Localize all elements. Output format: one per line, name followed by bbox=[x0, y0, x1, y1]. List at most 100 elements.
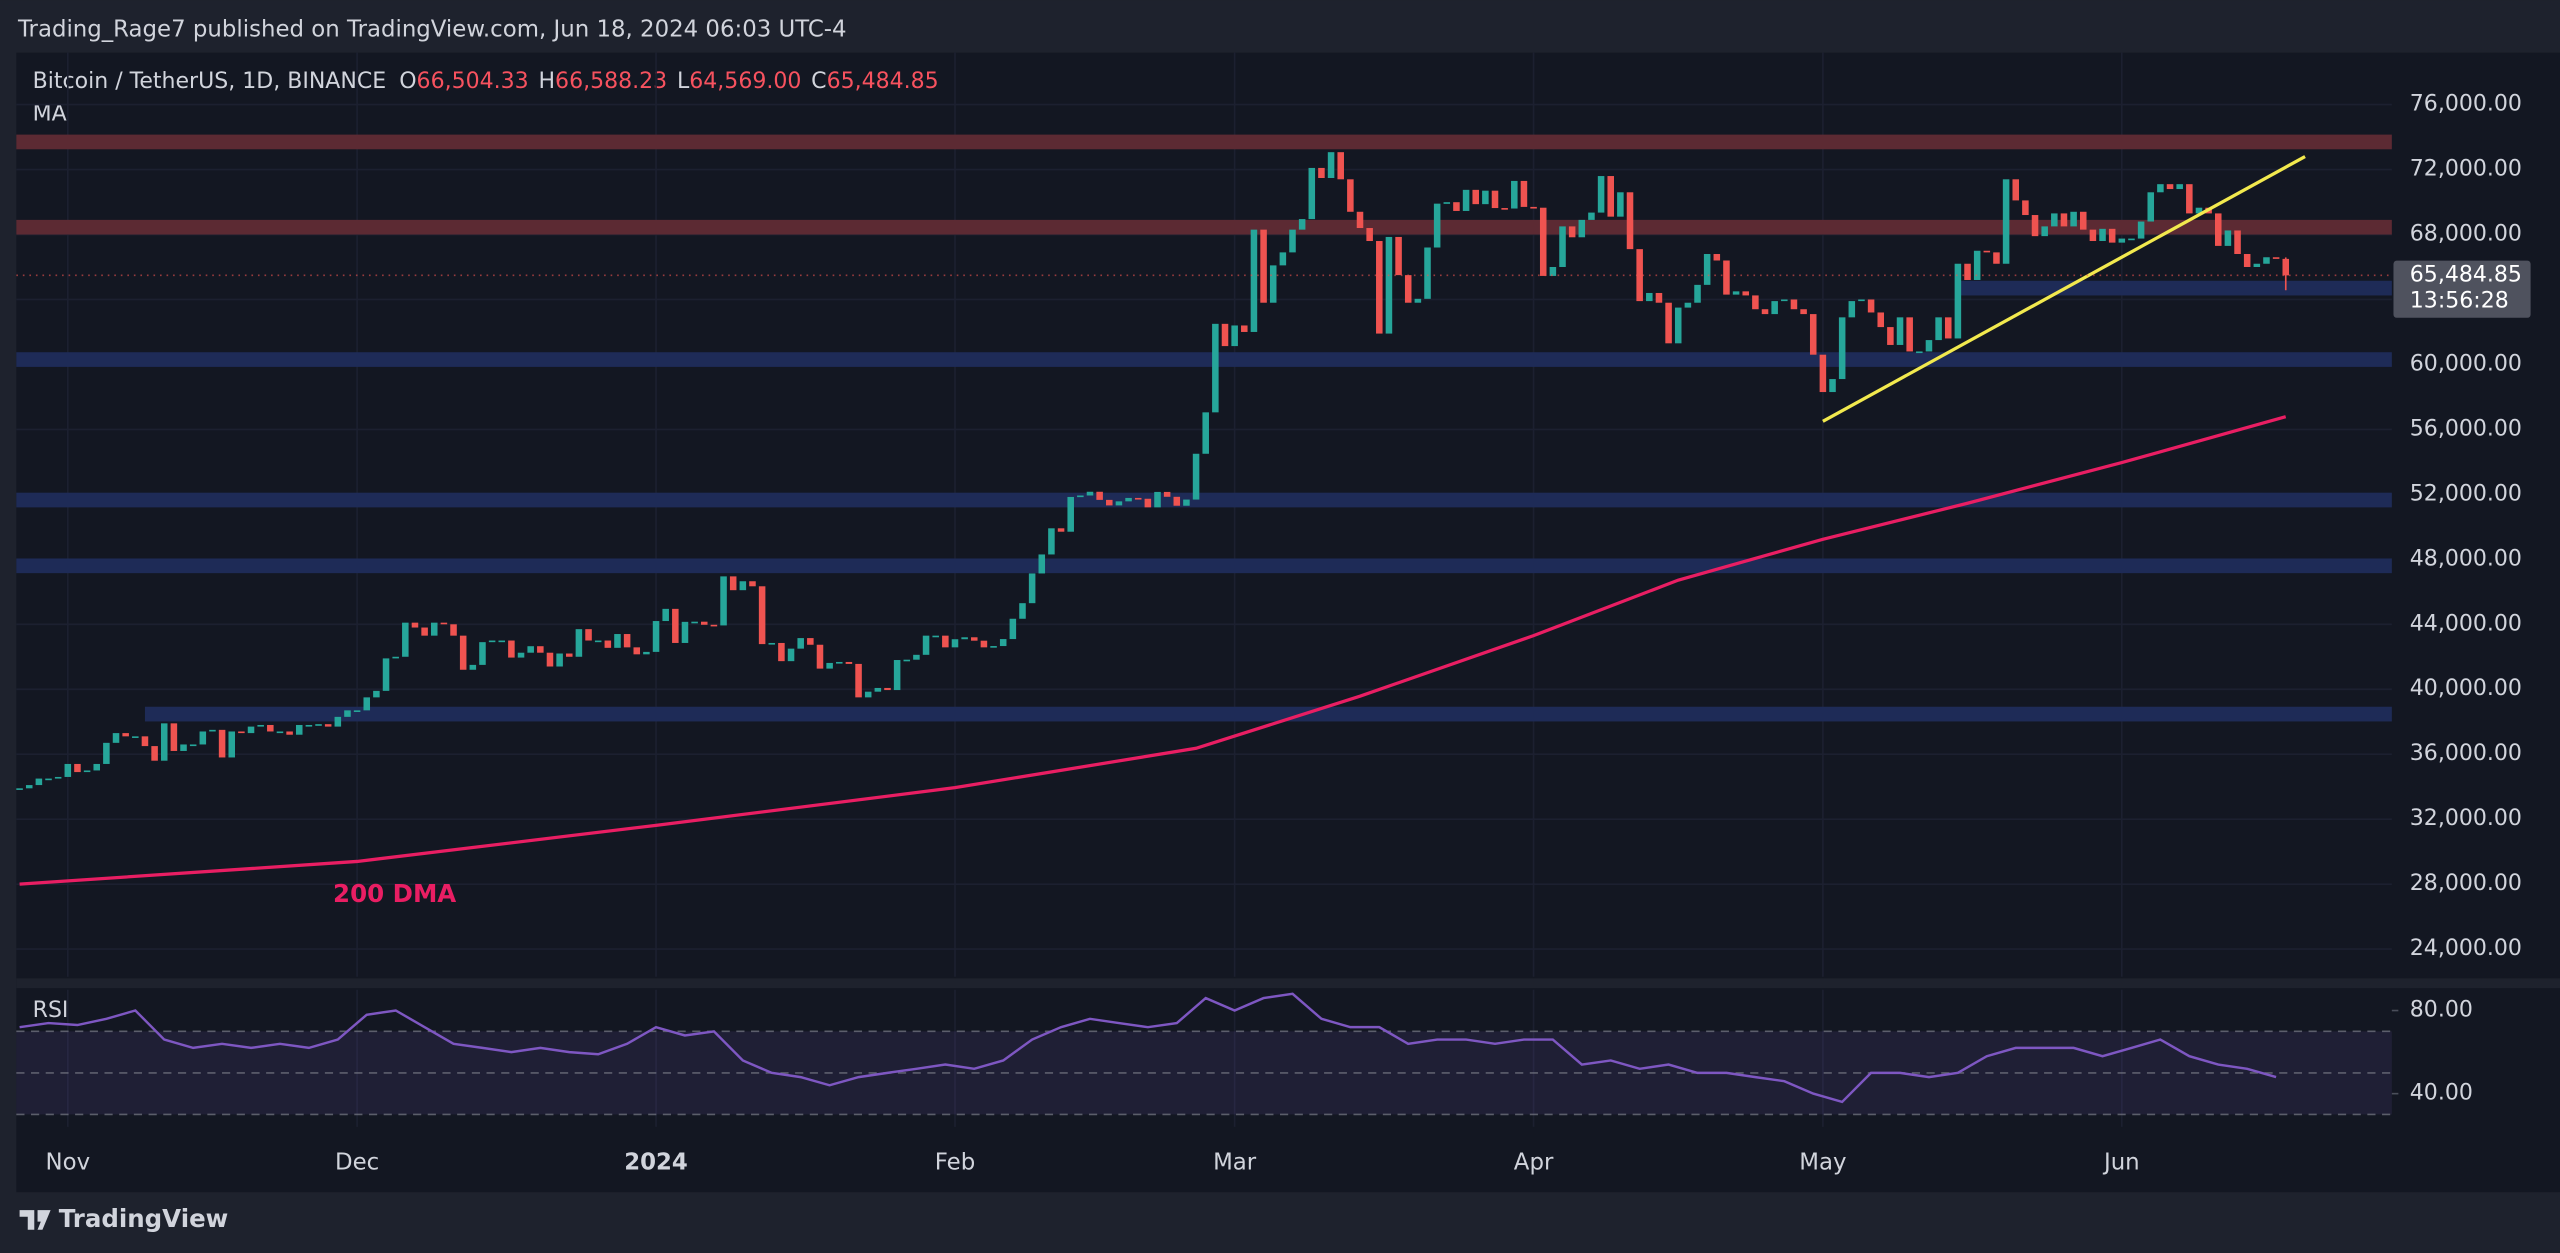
candle-body bbox=[2195, 207, 2203, 214]
indicator-label: MA bbox=[33, 102, 67, 127]
candle-body bbox=[54, 776, 62, 779]
candle-body bbox=[845, 661, 853, 664]
zone-band bbox=[144, 706, 2392, 722]
candle-body bbox=[1877, 312, 1885, 328]
candle-body bbox=[2022, 200, 2029, 216]
candle-body bbox=[1385, 236, 1393, 334]
candle-body bbox=[1771, 301, 1778, 315]
candle-body bbox=[286, 731, 293, 735]
symbol-title: Bitcoin / TetherUS, 1D, BINANCE O66,504.3… bbox=[33, 69, 939, 94]
candle-body bbox=[1838, 317, 1846, 380]
x-tick-label: Jun bbox=[2102, 1149, 2140, 1175]
candle-body bbox=[440, 622, 448, 625]
candle-body bbox=[450, 624, 457, 636]
candle-body bbox=[1414, 298, 1422, 303]
candle-body bbox=[1809, 314, 1817, 355]
candle-body bbox=[1376, 241, 1383, 334]
candle-body bbox=[2118, 238, 2126, 243]
candle-body bbox=[1318, 167, 1325, 178]
candle-body bbox=[1144, 498, 1152, 508]
x-tick-label: Nov bbox=[46, 1149, 91, 1175]
candle-body bbox=[826, 662, 833, 669]
candle-body bbox=[1491, 190, 1499, 209]
y-tick-label: 24,000.00 bbox=[2410, 936, 2522, 961]
candle-body bbox=[64, 763, 72, 777]
candle-body bbox=[2243, 254, 2251, 267]
candle-body bbox=[1568, 226, 1576, 238]
candle-body bbox=[932, 635, 939, 638]
candle-body bbox=[1125, 497, 1132, 502]
candle-body bbox=[2099, 228, 2106, 242]
candle-body bbox=[2012, 179, 2020, 201]
candle-body bbox=[2166, 184, 2174, 190]
candle-body bbox=[392, 656, 399, 659]
x-tick-label: Feb bbox=[935, 1149, 975, 1175]
candle-body bbox=[1790, 299, 1798, 310]
candle-body bbox=[45, 778, 52, 781]
candle-body bbox=[1819, 354, 1827, 393]
candle-body bbox=[1453, 202, 1460, 211]
candle-body bbox=[1723, 260, 1730, 295]
candle-body bbox=[2051, 213, 2058, 227]
candle-body bbox=[1607, 176, 1614, 217]
candle-body bbox=[35, 778, 43, 786]
candle-body bbox=[2108, 228, 2116, 243]
y-tick-label: 32,000.00 bbox=[2410, 806, 2522, 831]
candle-body bbox=[893, 660, 901, 691]
candle-body bbox=[1086, 491, 1094, 496]
x-tick-label: May bbox=[1799, 1149, 1846, 1175]
candle-body bbox=[83, 770, 91, 773]
candle-body bbox=[430, 622, 438, 636]
ohlc-key: L bbox=[677, 69, 690, 94]
y-tick-label: 44,000.00 bbox=[2410, 611, 2522, 636]
candle-body bbox=[739, 581, 747, 591]
ohlc-value: 66,504.33 bbox=[417, 69, 529, 94]
candle-body bbox=[1578, 219, 1586, 238]
candle-body bbox=[1482, 190, 1489, 205]
candle-body bbox=[257, 724, 264, 727]
candle-body bbox=[1973, 250, 1981, 280]
candle-body bbox=[1916, 351, 1923, 354]
ohlc-value: 65,484.85 bbox=[827, 69, 939, 94]
candle-body bbox=[749, 581, 756, 587]
x-tick-label: Dec bbox=[335, 1149, 379, 1175]
candle-body bbox=[662, 608, 669, 622]
candle-body bbox=[1617, 192, 1624, 217]
candle-body bbox=[1115, 501, 1123, 506]
candle-body bbox=[1289, 229, 1296, 253]
candle-body bbox=[1867, 299, 1875, 313]
candle-body bbox=[2234, 230, 2241, 255]
candle-body bbox=[1395, 236, 1402, 276]
candle-body bbox=[373, 690, 380, 698]
candle-body bbox=[2041, 226, 2048, 237]
candle-body bbox=[652, 621, 660, 652]
zone-band bbox=[16, 219, 2392, 235]
x-tick-label: Apr bbox=[1514, 1149, 1554, 1175]
candle-body bbox=[643, 651, 650, 655]
candle-body bbox=[1732, 291, 1740, 295]
rsi-tick-label: 40.00 bbox=[2410, 1081, 2473, 1106]
candle-body bbox=[469, 664, 477, 670]
candle-body bbox=[1993, 252, 2000, 264]
candle-body bbox=[276, 731, 284, 734]
candle-body bbox=[2031, 215, 2039, 237]
candle-body bbox=[990, 646, 997, 648]
candle-body bbox=[922, 635, 930, 655]
candle-body bbox=[546, 652, 554, 667]
candle-body bbox=[1183, 499, 1190, 506]
price-tag-countdown: 13:56:28 bbox=[2410, 288, 2509, 313]
candle-body bbox=[1925, 340, 1933, 352]
pane-separator bbox=[16, 978, 2560, 989]
candle-body bbox=[1964, 263, 1971, 280]
candle-body bbox=[132, 736, 139, 738]
candle-body bbox=[1983, 250, 1991, 253]
candle-body bbox=[1202, 412, 1209, 454]
candle-body bbox=[402, 622, 409, 657]
candle-body bbox=[1848, 301, 1856, 318]
candle-body bbox=[980, 640, 988, 648]
candle-body bbox=[1443, 202, 1451, 204]
candle-body bbox=[874, 687, 882, 692]
candle-body bbox=[527, 646, 534, 653]
candle-body bbox=[1096, 491, 1103, 500]
